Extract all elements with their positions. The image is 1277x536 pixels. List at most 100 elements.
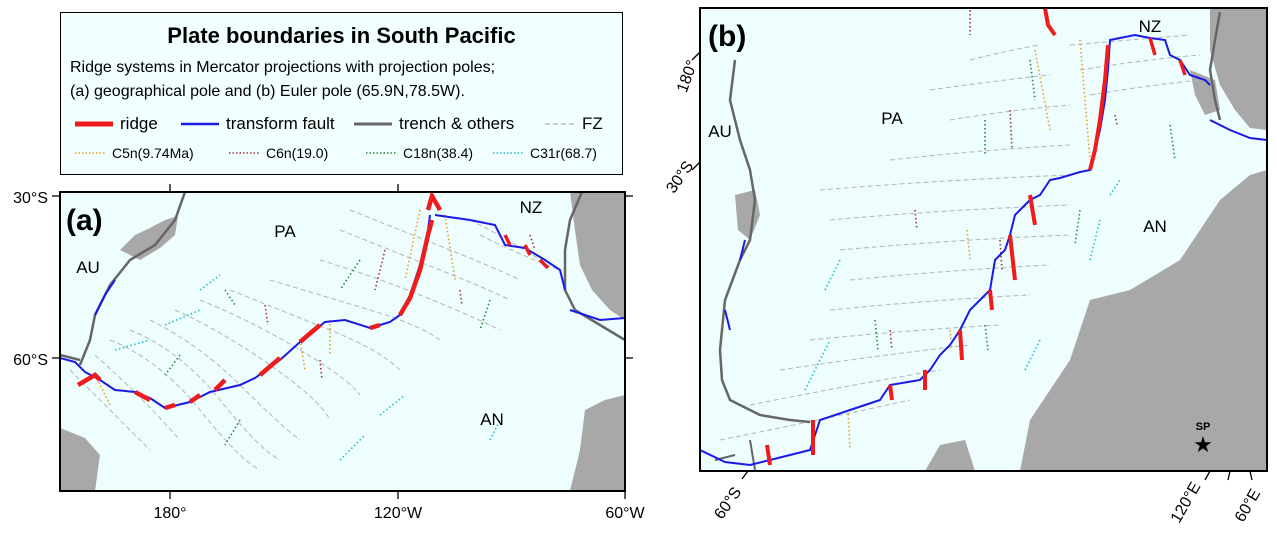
transform-fault-b-west <box>724 239 746 331</box>
panel-b-map: (b) 180° 30°S 60°S 120°E 60°E AU PA NZ A… <box>663 7 1268 526</box>
legend-label-c18n: C18n(38.4) <box>403 145 474 161</box>
anomaly-c31r-b2 <box>824 259 841 291</box>
legend-item-c6n: C6n(19.0) <box>229 145 328 161</box>
anomaly-c6n-a3 <box>264 304 269 326</box>
anomaly-c5n-b2 <box>1079 39 1091 161</box>
panel-b-label: (b) <box>708 20 746 53</box>
trench-west <box>60 353 81 362</box>
legend-subtitle-line2: (a) geographical pole and (b) Euler pole… <box>70 83 465 100</box>
ridge-b-east <box>1148 37 1187 76</box>
anomaly-c6n-a5 <box>529 234 536 251</box>
legend-item-c18n: C18n(38.4) <box>366 145 473 161</box>
south-america-land-b <box>1210 8 1267 130</box>
legend-label-trench: trench & others <box>399 114 515 133</box>
ridge-b <box>765 8 1110 466</box>
antarctica-land-b <box>1020 170 1267 471</box>
panel-b-ticks <box>691 51 1253 481</box>
ridge-a <box>76 192 442 411</box>
anomaly-c31r-b5 <box>1109 179 1121 196</box>
panel-a-ticks <box>52 184 633 499</box>
legend-item-fz: FZ <box>545 114 603 134</box>
legend-box: Plate boundaries in South Pacific Ridge … <box>60 12 623 175</box>
trench-b-west <box>718 59 811 424</box>
panel-b-plate-au: AU <box>708 122 732 141</box>
anomaly-c31r-b3 <box>1024 339 1041 371</box>
anomaly-c18n-a3 <box>224 419 241 446</box>
transform-fault-b-main <box>700 33 1211 467</box>
anomaly-c6n-a1 <box>374 249 386 291</box>
panel-a-plate-an: AN <box>480 410 504 429</box>
south-america-land <box>570 192 625 320</box>
anomaly-c5n-b5 <box>949 329 953 351</box>
anomaly-c18n-b3 <box>984 324 989 351</box>
panel-a-frame <box>59 191 626 492</box>
panel-b-plate-nz: NZ <box>1139 17 1162 36</box>
anomaly-c5n-b4 <box>966 229 971 261</box>
anomaly-c31r-a4 <box>339 434 366 461</box>
panel-b-tick-60e: 60°E <box>1232 486 1264 525</box>
panel-b-plate-pa: PA <box>881 109 903 128</box>
anomaly-c6n-b4 <box>999 239 1003 271</box>
panel-a-plate-au: AU <box>76 258 100 277</box>
south-pole-star-icon: ★ <box>1193 432 1213 457</box>
panel-b-tick-180: 180° <box>674 58 701 95</box>
anomaly-c5n-b1 <box>1034 49 1051 131</box>
new-zealand-land <box>120 216 178 260</box>
anomaly-c18n-b2 <box>874 319 879 351</box>
legend-label-c5n: C5n(9.74Ma) <box>112 145 194 161</box>
legend-label-transform: transform fault <box>226 114 335 133</box>
transform-fault-b-east <box>1209 119 1267 141</box>
panel-a-label: (a) <box>66 204 103 237</box>
legend-item-trench: trench & others <box>354 114 514 134</box>
anomaly-c31r-b4 <box>1089 219 1101 261</box>
panel-a-lat-30s: 30°S <box>13 190 48 207</box>
anomaly-c6n-a4 <box>319 359 323 381</box>
panel-b-plate-an: AN <box>1143 217 1167 236</box>
legend-item-c31r: C31r(68.7) <box>493 145 597 161</box>
antarctica-peninsula-b <box>925 440 975 471</box>
panel-a-lon-120w: 120°W <box>374 505 423 522</box>
fracture-zones-b <box>719 34 1201 441</box>
anomaly-c31r-b1 <box>804 339 831 391</box>
panel-a-plate-nz: NZ <box>520 198 543 217</box>
transform-fault-a-east <box>434 214 566 291</box>
anomaly-c6n-a2 <box>459 289 463 306</box>
transform-fault-a-chile <box>569 309 625 322</box>
legend-label-c6n: C6n(19.0) <box>266 145 329 161</box>
antarctica-west-land <box>60 428 100 491</box>
anomaly-c31r-a1 <box>199 274 221 291</box>
panel-b-tick-60s: 60°S <box>711 484 745 522</box>
legend-item-transform: transform fault <box>181 114 335 134</box>
anomaly-c6n-b3 <box>914 209 918 231</box>
anomaly-c5n-b3 <box>847 409 851 451</box>
ridge-a-east <box>503 234 550 270</box>
anomaly-c18n-a4 <box>164 354 181 376</box>
legend-label-fz: FZ <box>582 114 603 133</box>
panel-a-lat-60s: 60°S <box>13 352 48 369</box>
panel-a-map: (a) 30°S 60°S 180° 120°W 60°W AU PA NZ A… <box>13 184 646 522</box>
anomaly-c18n-a5 <box>224 289 236 306</box>
antarctica-east-land <box>570 395 625 491</box>
legend-label-ridge: ridge <box>120 114 158 133</box>
panel-b-tick-30s: 30°S <box>663 158 697 196</box>
legend-subtitle: Ridge systems in Mercator projections wi… <box>70 56 495 104</box>
panel-b-tick-120e: 120°E <box>1168 480 1205 526</box>
trench-b-east <box>1208 11 1222 121</box>
tonga-kermadec-trench <box>78 192 187 366</box>
transform-fault-a-nz <box>94 279 116 316</box>
panel-a-plate-pa: PA <box>274 222 296 241</box>
anomaly-c18n-b4 <box>1074 209 1081 246</box>
legend-label-c31r: C31r(68.7) <box>530 145 597 161</box>
anomaly-c18n-b6 <box>1169 124 1176 161</box>
anomaly-c31r-a5 <box>379 394 406 416</box>
legend-item-c5n: C5n(9.74Ma) <box>75 145 194 161</box>
panel-a-lon-60w: 60°W <box>605 505 645 522</box>
panel-b-frame <box>699 7 1268 472</box>
anomaly-c6n-b1 <box>1009 109 1013 151</box>
south-pole-label: SP <box>1196 421 1211 433</box>
legend-title: Plate boundaries in South Pacific <box>167 23 516 48</box>
legend-item-ridge: ridge <box>75 114 158 134</box>
anomaly-c6n-b2 <box>1114 114 1118 126</box>
anomaly-c5n-a4 <box>299 339 306 371</box>
anomaly-c18n-a2 <box>479 299 491 331</box>
